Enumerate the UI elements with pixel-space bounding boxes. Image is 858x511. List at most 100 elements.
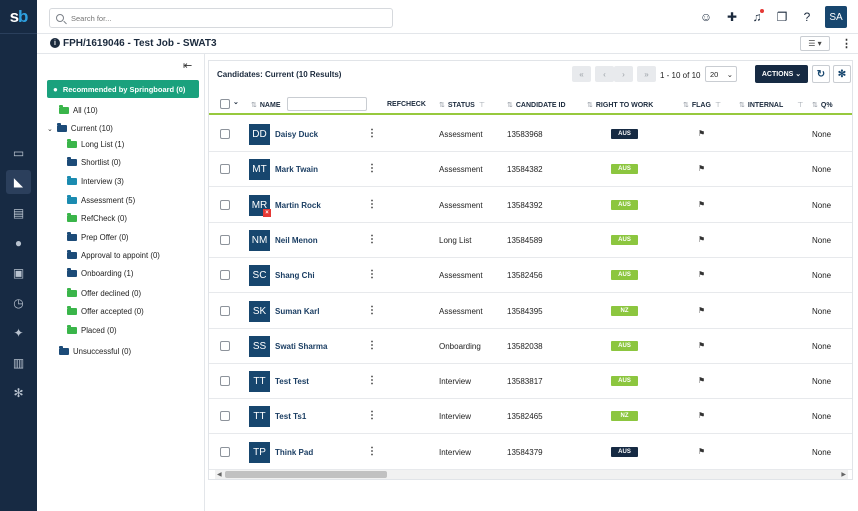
flag-icon[interactable]: ⚑ (698, 340, 706, 350)
row-checkbox[interactable] (220, 234, 230, 245)
row-menu-icon[interactable]: ⋮ (367, 445, 377, 457)
people-icon[interactable]: ● (14, 236, 23, 250)
tree-item-prep-offer[interactable]: Prep Offer (0) (67, 232, 129, 242)
notifications-bell-icon[interactable]: ♫ (749, 9, 765, 25)
view-selector[interactable]: ☰ ▾ (800, 36, 830, 51)
tree-item-placed[interactable]: Placed (0) (67, 325, 117, 335)
table-row[interactable]: SC Shang Chi ⋮ Assessment 13582456 AUS ⚑ None (209, 258, 852, 294)
candidate-name[interactable]: Suman Karl (275, 306, 320, 316)
flag-icon[interactable]: ⚑ (698, 199, 706, 209)
candidate-avatar[interactable]: SK (249, 300, 270, 322)
candidate-name[interactable]: Daisy Duck (275, 130, 319, 139)
row-checkbox[interactable] (220, 199, 230, 210)
sort-icon[interactable]: ⇅ (507, 102, 513, 109)
tree-item-approval[interactable]: Approval to appoint (0) (67, 250, 160, 260)
candidate-avatar[interactable]: MT (249, 159, 270, 181)
table-row[interactable]: TT Test Test ⋮ Interview 13583817 AUS ⚑ None (209, 364, 852, 400)
row-checkbox[interactable] (220, 376, 230, 387)
row-menu-icon[interactable]: ⋮ (367, 304, 377, 316)
megaphone-icon[interactable]: ◣ (6, 170, 31, 194)
tree-item-shortlist[interactable]: Shortlist (0) (67, 157, 121, 167)
window-icon[interactable]: ▣ (12, 266, 25, 280)
flag-icon[interactable]: ⚑ (698, 411, 706, 421)
tree-item-long-list[interactable]: Long List (1) (67, 139, 124, 149)
flag-icon[interactable]: ⚑ (698, 129, 706, 138)
row-menu-icon[interactable]: ⋮ (367, 269, 377, 281)
row-menu-icon[interactable]: ⋮ (367, 163, 377, 175)
select-all-checkbox[interactable] (220, 99, 230, 109)
candidate-name[interactable]: Martin Rock (275, 200, 321, 210)
recommended-button[interactable]: ● Recommended by Springboard (0) (47, 80, 199, 98)
column-internal[interactable]: ⇅ INTERNAL ⊤ (739, 101, 803, 109)
user-avatar[interactable]: SA (825, 6, 847, 28)
table-row[interactable]: SS Swati Sharma ⋮ Onboarding 13582038 AUS ⚑ Non… (209, 329, 852, 364)
column-candidate-id[interactable]: ⇅ CANDIDATE ID (507, 101, 566, 109)
scrollbar-thumb[interactable] (225, 471, 387, 478)
add-user-icon[interactable]: ✚ (726, 10, 738, 24)
row-menu-icon[interactable]: ⋮ (367, 410, 377, 422)
filter-icon[interactable]: ⊤ (797, 102, 804, 109)
sort-icon[interactable]: ⇅ (812, 102, 818, 109)
settings-icon[interactable]: ✻ (13, 386, 24, 400)
candidate-avatar[interactable]: TP (249, 441, 270, 463)
chevron-down-icon[interactable]: ⌄ (47, 125, 53, 133)
info-icon[interactable]: i (50, 38, 60, 48)
flag-icon[interactable]: ⚑ (698, 270, 706, 280)
table-row[interactable]: TT Test Ts1 ⋮ Interview 13582465 NZ ⚑ None (209, 399, 852, 435)
row-checkbox[interactable] (220, 340, 230, 351)
candidate-avatar[interactable]: SC (249, 265, 270, 287)
candidate-name[interactable]: Test Ts1 (275, 412, 307, 422)
desktop-icon[interactable]: ▭ (12, 146, 25, 160)
horizontal-scrollbar[interactable]: ◀ ▶ (215, 470, 848, 479)
tree-item-offer-accepted[interactable]: Offer accepted (0) (67, 306, 144, 316)
candidate-avatar[interactable]: TT (249, 371, 270, 393)
pin-icon[interactable]: ✦ (13, 326, 24, 340)
tree-item-interview[interactable]: Interview (3) (67, 176, 124, 186)
flag-icon[interactable]: ⚑ (698, 446, 706, 456)
row-checkbox[interactable] (220, 446, 230, 457)
row-menu-icon[interactable]: ⋮ (367, 198, 377, 210)
table-row[interactable]: DD Daisy Duck ⋮ Assessment 13583968 AUS ⚑ None (209, 117, 852, 152)
sort-icon[interactable]: ⇅ (739, 102, 745, 109)
column-status[interactable]: ⇅ STATUS ⊤ (439, 101, 485, 109)
sort-icon[interactable]: ⇅ (587, 102, 593, 109)
column-q[interactable]: ⇅ Q% (812, 101, 833, 109)
more-options-icon[interactable]: ⋮ (841, 38, 852, 50)
tree-item-onboarding[interactable]: Onboarding (1) (67, 268, 133, 278)
table-row[interactable]: MT Mark Twain ⋮ Assessment 13584382 AUS ⚑ None (209, 152, 852, 188)
tree-item-assessment[interactable]: Assessment (5) (67, 195, 135, 205)
column-right-to-work[interactable]: ⇅ RIGHT TO WORK (587, 101, 653, 109)
scroll-left-icon[interactable]: ◀ (217, 472, 222, 478)
help-icon[interactable]: ? (803, 10, 811, 24)
flag-icon[interactable]: ⚑ (698, 164, 706, 174)
candidate-avatar[interactable]: NM (249, 229, 270, 251)
refresh-icon[interactable]: ↻ (812, 65, 830, 83)
chevron-down-icon[interactable]: ⌄ (233, 99, 239, 106)
flag-icon[interactable]: ⚑ (698, 376, 706, 386)
table-row[interactable]: MR × Martin Rock ⋮ Assessment 13584392 AUS ⚑ Non… (209, 188, 852, 223)
candidate-name[interactable]: Test Test (275, 377, 309, 387)
column-name[interactable]: ⇅ NAME (251, 101, 281, 109)
column-flag[interactable]: ⇅ FLAG ⊤ (683, 101, 721, 109)
row-checkbox[interactable] (220, 164, 230, 175)
user-search-icon[interactable]: ☺ (699, 10, 713, 24)
column-refcheck[interactable]: REFCHECK (387, 101, 426, 108)
candidate-avatar[interactable]: SS (249, 335, 270, 357)
table-row[interactable]: SK Suman Karl ⋮ Assessment 13584395 NZ ⚑ None (209, 294, 852, 329)
tree-item-unsuccessful[interactable]: Unsuccessful (0) (59, 346, 131, 356)
settings-icon[interactable]: ✻ (833, 65, 851, 83)
windows-icon[interactable]: ❐ (776, 10, 788, 24)
collapse-panel-icon[interactable]: ⇤ (183, 60, 193, 72)
flag-icon[interactable]: ⚑ (698, 234, 706, 244)
last-page-button[interactable]: » (637, 66, 656, 82)
row-menu-icon[interactable]: ⋮ (367, 375, 377, 387)
table-row[interactable]: TP Think Pad ⋮ Interview 13584379 AUS ⚑ None (209, 435, 852, 470)
row-checkbox[interactable] (220, 411, 230, 422)
next-page-button[interactable]: › (614, 66, 633, 82)
tree-item-refcheck[interactable]: RefCheck (0) (67, 213, 127, 223)
name-filter-input[interactable] (287, 97, 367, 111)
candidate-name[interactable]: Mark Twain (275, 165, 318, 175)
candidate-name[interactable]: Shang Chi (275, 271, 315, 281)
scroll-right-icon[interactable]: ▶ (841, 472, 846, 478)
